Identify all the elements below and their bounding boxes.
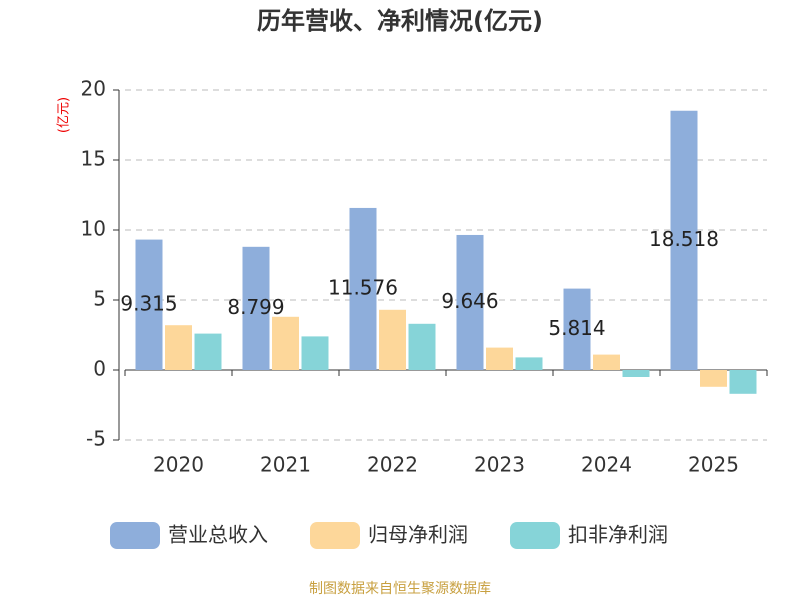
bar (408, 323, 436, 370)
bar (515, 357, 543, 370)
bar (456, 234, 484, 370)
x-tick-label: 2024 (581, 453, 632, 477)
bar (165, 325, 192, 370)
x-tick-label: 2021 (260, 453, 311, 477)
bar (379, 309, 406, 370)
legend-label: 归母净利润 (368, 523, 468, 547)
value-label: 8.799 (227, 295, 284, 319)
bar (242, 246, 270, 370)
footer: 制图数据来自恒生聚源数据库 (309, 581, 491, 597)
x-tick-label: 2025 (688, 453, 739, 477)
bar (670, 110, 698, 371)
bar (700, 370, 727, 387)
y-tick-label: 20 (81, 77, 106, 101)
y-tick-label: 5 (93, 287, 106, 311)
y-tick-label: 10 (81, 217, 106, 241)
value-label: 11.576 (328, 275, 398, 299)
legend-label: 营业总收入 (168, 523, 268, 547)
chart-title: 历年营收、净利情况(亿元) (257, 7, 543, 35)
bar (349, 207, 377, 370)
value-label: 18.518 (649, 227, 719, 251)
legend-swatch (310, 522, 360, 549)
legend-swatch (110, 522, 160, 549)
bar (729, 370, 757, 394)
value-label: 9.646 (441, 289, 498, 313)
legend-label: 扣非净利润 (568, 523, 668, 547)
bar (301, 336, 329, 370)
x-tick-label: 2020 (153, 453, 204, 477)
y-unit: (亿元) (57, 97, 72, 133)
bar (622, 370, 650, 377)
bar (593, 354, 620, 370)
bar (563, 288, 591, 370)
y-tick-label: 15 (81, 147, 106, 171)
bar (135, 239, 163, 370)
value-label: 9.315 (120, 291, 177, 315)
x-tick-label: 2023 (474, 453, 525, 477)
y-tick-label: -5 (86, 427, 106, 451)
y-tick-label: 0 (93, 357, 106, 381)
bar (272, 316, 299, 370)
bar (194, 333, 222, 370)
value-label: 5.814 (548, 316, 605, 340)
bar (486, 347, 513, 370)
legend-swatch (510, 522, 560, 549)
x-tick-label: 2022 (367, 453, 418, 477)
